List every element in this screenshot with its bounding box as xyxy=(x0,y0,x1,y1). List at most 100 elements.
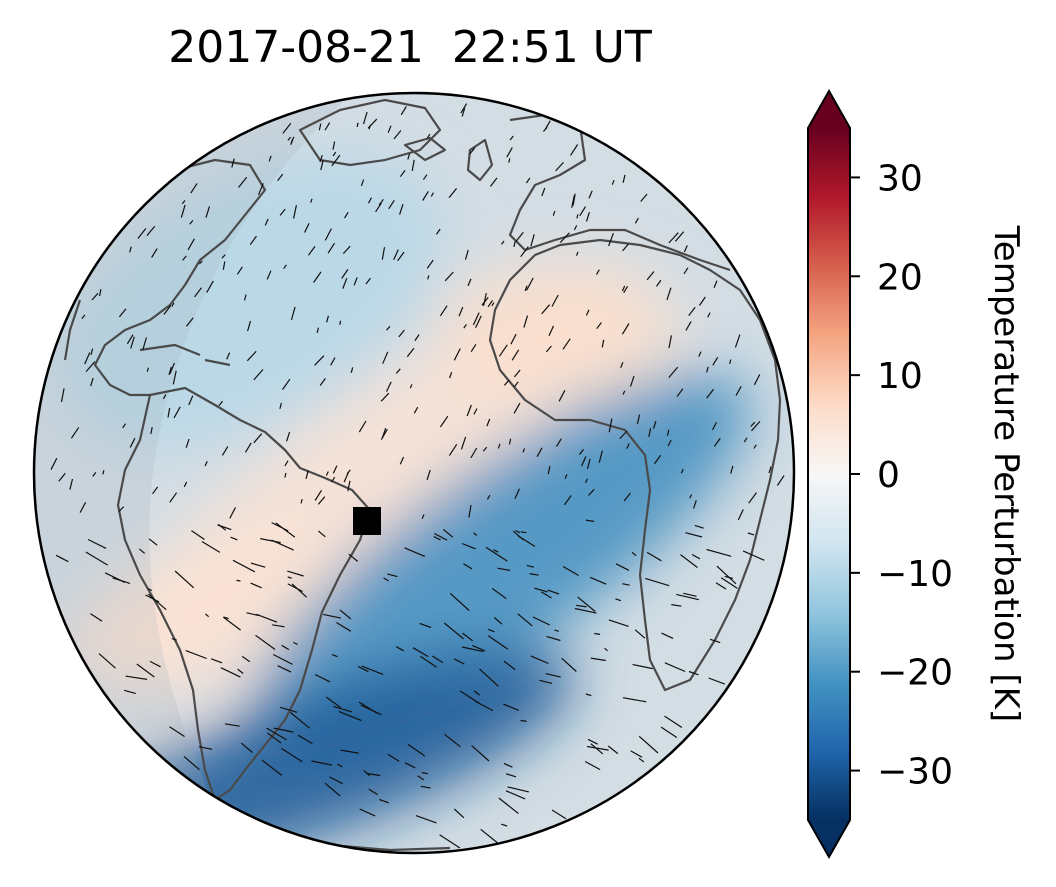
wind-vector xyxy=(448,443,458,456)
wind-vector xyxy=(706,388,715,399)
wind-vector xyxy=(147,587,153,592)
wind-vector xyxy=(461,107,466,117)
wind-vector xyxy=(260,538,281,544)
wind-vector xyxy=(421,771,429,775)
wind-vector xyxy=(544,120,551,130)
wind-vector xyxy=(151,248,158,258)
wind-vector xyxy=(707,312,711,318)
wind-vector xyxy=(460,103,468,114)
wind-vector xyxy=(683,245,688,253)
wind-vector xyxy=(398,329,405,338)
wind-vector xyxy=(526,564,535,568)
wind-vector xyxy=(217,524,232,531)
wind-vector xyxy=(660,726,678,739)
wind-vector xyxy=(188,395,194,406)
wind-vector xyxy=(431,655,444,664)
wind-vector xyxy=(750,421,756,427)
wind-vector xyxy=(378,198,384,206)
wind-vector xyxy=(198,746,213,750)
wind-vector xyxy=(555,161,564,172)
wind-vector xyxy=(146,367,149,372)
wind-vector xyxy=(464,249,469,260)
wind-vector xyxy=(362,111,368,125)
wind-vector xyxy=(585,309,590,316)
wind-vector xyxy=(573,225,578,231)
wind-vector xyxy=(419,655,437,668)
wind-vector xyxy=(118,308,127,318)
wind-vector xyxy=(282,378,291,390)
wind-vector xyxy=(720,577,738,589)
wind-vector xyxy=(768,466,772,474)
wind-vector xyxy=(149,660,161,668)
wind-vector xyxy=(585,693,592,697)
wind-vector xyxy=(487,300,493,308)
wind-vector xyxy=(638,735,659,754)
wind-vector xyxy=(540,591,552,599)
wind-vector xyxy=(359,808,376,817)
wind-vector xyxy=(282,122,292,134)
wind-vector xyxy=(174,570,195,589)
wind-vector xyxy=(548,325,555,337)
wind-vector xyxy=(482,446,488,452)
wind-vector xyxy=(90,613,103,622)
wind-vector xyxy=(615,563,630,571)
wind-vector xyxy=(319,155,323,163)
wind-vector xyxy=(380,392,390,402)
wind-vector xyxy=(91,292,99,301)
wind-vector xyxy=(409,384,413,389)
wind-vector xyxy=(479,668,499,687)
wind-vector xyxy=(530,655,549,665)
wind-vector xyxy=(257,183,264,196)
wind-vector xyxy=(734,334,741,348)
wind-vector xyxy=(463,563,473,570)
wind-vector xyxy=(250,582,262,589)
wind-vector xyxy=(653,420,657,429)
wind-vector xyxy=(236,579,241,582)
wind-vector xyxy=(146,225,156,236)
wind-vector xyxy=(169,492,178,503)
wind-vector xyxy=(503,379,510,386)
wind-vector xyxy=(676,593,700,601)
wind-vector xyxy=(584,760,601,771)
colorbar-tick-label: 30 xyxy=(877,158,923,199)
colorbar-tick-label: −30 xyxy=(877,752,953,793)
wind-vector xyxy=(622,243,629,252)
wind-vector xyxy=(58,472,66,482)
wind-vector xyxy=(551,294,559,307)
wind-vector xyxy=(417,775,425,781)
wind-vector xyxy=(293,205,297,219)
wind-vector xyxy=(123,689,136,694)
wind-vector xyxy=(449,592,470,611)
wind-vector xyxy=(517,613,533,627)
wind-vector xyxy=(400,106,407,116)
wind-vector xyxy=(509,135,514,141)
wind-vector xyxy=(314,355,325,366)
wind-vector xyxy=(526,277,534,291)
wind-vector xyxy=(393,249,399,261)
night-side-shade xyxy=(34,93,350,853)
wind-vector xyxy=(621,285,626,292)
wind-vector xyxy=(621,323,630,335)
globe-outline xyxy=(32,91,796,855)
colorbar-body xyxy=(808,128,850,820)
wind-vector xyxy=(601,339,605,348)
wind-vector xyxy=(607,745,619,755)
colorbar-tick-label: −20 xyxy=(877,653,953,694)
wind-vector xyxy=(280,706,298,713)
wind-vector xyxy=(218,400,224,406)
wind-vector xyxy=(367,118,378,129)
wind-vector xyxy=(590,743,604,755)
wind-vector xyxy=(383,577,389,582)
wind-vector xyxy=(608,619,629,627)
wind-vector xyxy=(513,381,519,388)
wind-vector xyxy=(347,480,351,492)
wind-vector xyxy=(385,381,392,392)
wind-vector xyxy=(277,173,284,182)
wind-vector xyxy=(513,241,516,248)
wind-vector xyxy=(530,234,535,247)
wind-vector xyxy=(667,439,672,447)
wind-vector xyxy=(291,583,308,598)
perturbation-region xyxy=(440,260,680,400)
wind-vector xyxy=(645,577,670,587)
